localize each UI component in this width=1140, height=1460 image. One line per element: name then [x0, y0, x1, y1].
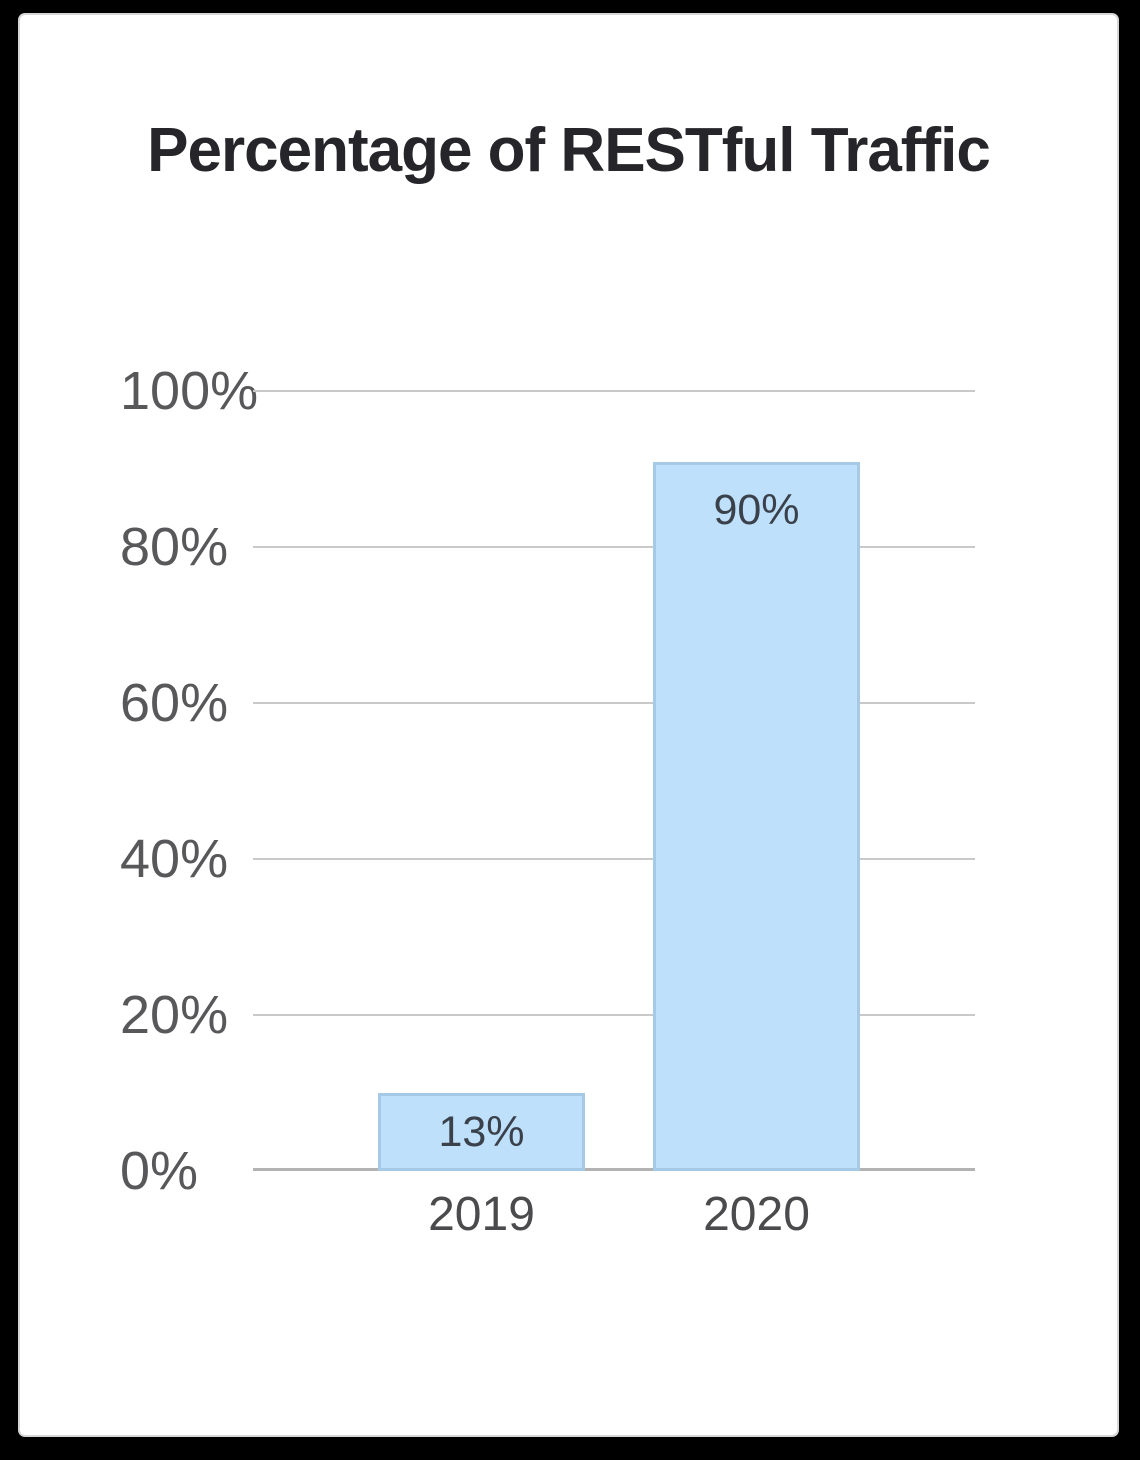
- gridline-60%: [253, 702, 975, 704]
- chart-title: Percentage of RESTful Traffic: [147, 116, 991, 185]
- bar-value-label-2020: 90%: [713, 486, 800, 534]
- bar-2019: 13%: [378, 1093, 585, 1171]
- gridline-40%: [253, 858, 975, 860]
- y-tick-label-40%: 40%: [120, 829, 229, 889]
- gridline-0%: [253, 1168, 975, 1171]
- gridline-20%: [253, 1014, 975, 1016]
- y-tick-label-0%: 0%: [120, 1141, 199, 1201]
- gridline-80%: [253, 546, 975, 548]
- y-tick-label-20%: 20%: [120, 985, 229, 1045]
- x-tick-label-2020: 2020: [703, 1188, 810, 1241]
- chart-panel: Percentage of RESTful Traffic 0% 20% 40% 60…: [20, 15, 1117, 1435]
- x-tick-label-2019: 2019: [428, 1188, 535, 1241]
- y-tick-label-80%: 80%: [120, 517, 229, 577]
- plot-area: 13% 90%: [253, 390, 975, 1171]
- bar-value-label-2019: 13%: [438, 1108, 525, 1156]
- bar-2020: 90%: [653, 462, 860, 1171]
- y-tick-label-60%: 60%: [120, 673, 229, 733]
- gridline-100%: [253, 390, 975, 392]
- y-tick-label-100%: 100%: [120, 361, 259, 421]
